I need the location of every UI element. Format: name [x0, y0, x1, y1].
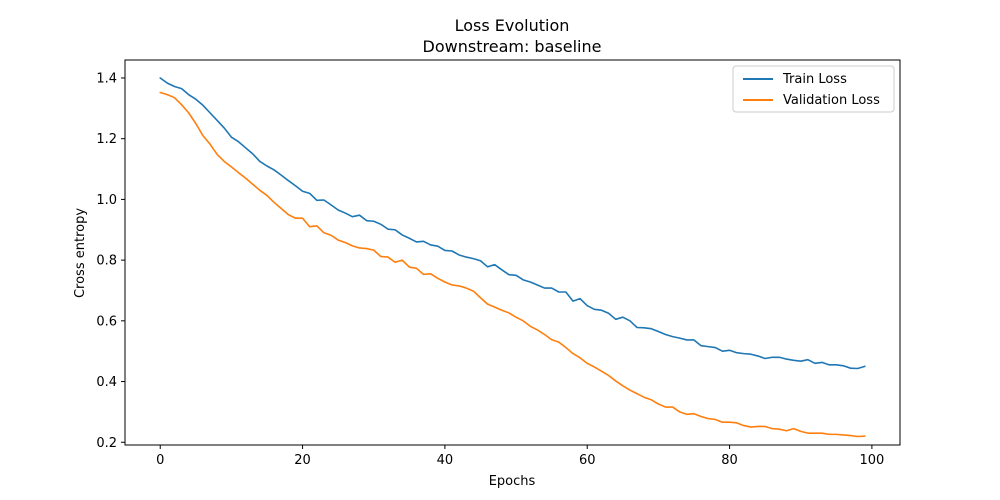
x-tick-label: 40: [437, 453, 454, 468]
series-line-train-loss: [159, 77, 866, 370]
y-tick-label: 0.8: [96, 254, 117, 269]
legend-box: [732, 65, 895, 113]
series-layer: [159, 77, 866, 438]
y-tick-label: 0.4: [96, 375, 117, 390]
series-line-validation-loss: [159, 91, 866, 438]
legend-label-train-loss: Train Loss: [782, 72, 847, 87]
x-tick-label: 20: [294, 453, 311, 468]
chart-subtitle: Downstream: baseline: [423, 37, 602, 56]
y-tick-label: 1.4: [96, 71, 117, 86]
chart-title: Loss Evolution: [455, 16, 570, 35]
y-axis-ticks: 0.2 0.4 0.6 0.8 1.0 1.2 1.4: [96, 71, 125, 451]
axes-frame: [124, 59, 901, 446]
y-axis-label: Cross entropy: [73, 208, 88, 298]
x-tick-label: 60: [579, 453, 596, 468]
legend-label-validation-loss: Validation Loss: [783, 93, 880, 108]
y-tick-label: 1.0: [96, 193, 117, 208]
x-axis-label: Epochs: [489, 474, 536, 489]
x-tick-label: 100: [859, 453, 884, 468]
x-axis-ticks: 0 20 40 60 80 100: [156, 445, 884, 468]
y-tick-label: 1.2: [96, 132, 117, 147]
legend: Train Loss Validation Loss: [732, 65, 895, 113]
x-tick-label: 0: [156, 453, 164, 468]
y-tick-label: 0.2: [96, 436, 117, 451]
y-tick-label: 0.6: [96, 314, 117, 329]
x-tick-label: 80: [721, 453, 738, 468]
